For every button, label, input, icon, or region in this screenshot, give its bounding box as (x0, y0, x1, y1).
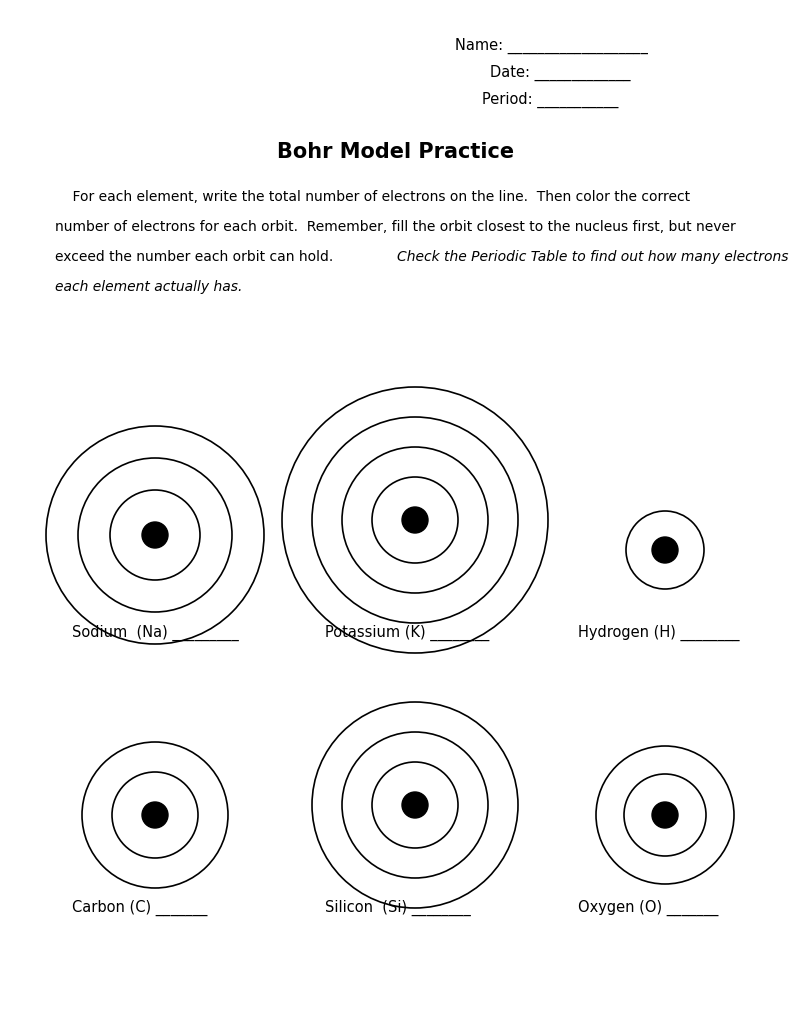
Circle shape (142, 522, 168, 548)
Circle shape (142, 802, 168, 828)
Text: Potassium (K) ________: Potassium (K) ________ (325, 625, 490, 641)
Circle shape (652, 802, 678, 828)
Text: Sodium  (Na) _________: Sodium (Na) _________ (72, 625, 239, 641)
Text: Bohr Model Practice: Bohr Model Practice (277, 142, 514, 162)
Text: exceed the number each orbit can hold.: exceed the number each orbit can hold. (55, 250, 342, 264)
Text: Hydrogen (H) ________: Hydrogen (H) ________ (578, 625, 740, 641)
Text: Carbon (C) _______: Carbon (C) _______ (72, 900, 207, 916)
Text: Period: ___________: Period: ___________ (482, 92, 619, 109)
Text: Date: _____________: Date: _____________ (490, 65, 630, 81)
Text: Oxygen (O) _______: Oxygen (O) _______ (578, 900, 718, 916)
Text: Name: ___________________: Name: ___________________ (455, 38, 648, 54)
Text: Silicon  (Si) ________: Silicon (Si) ________ (325, 900, 471, 916)
Circle shape (402, 507, 428, 534)
Text: For each element, write the total number of electrons on the line.  Then color t: For each element, write the total number… (55, 190, 690, 204)
Circle shape (402, 792, 428, 818)
Text: number of electrons for each orbit.  Remember, fill the orbit closest to the nuc: number of electrons for each orbit. Reme… (55, 220, 736, 234)
Text: each element actually has.: each element actually has. (55, 280, 242, 294)
Circle shape (652, 537, 678, 563)
Text: Check the Periodic Table to find out how many electrons: Check the Periodic Table to find out how… (397, 250, 789, 264)
